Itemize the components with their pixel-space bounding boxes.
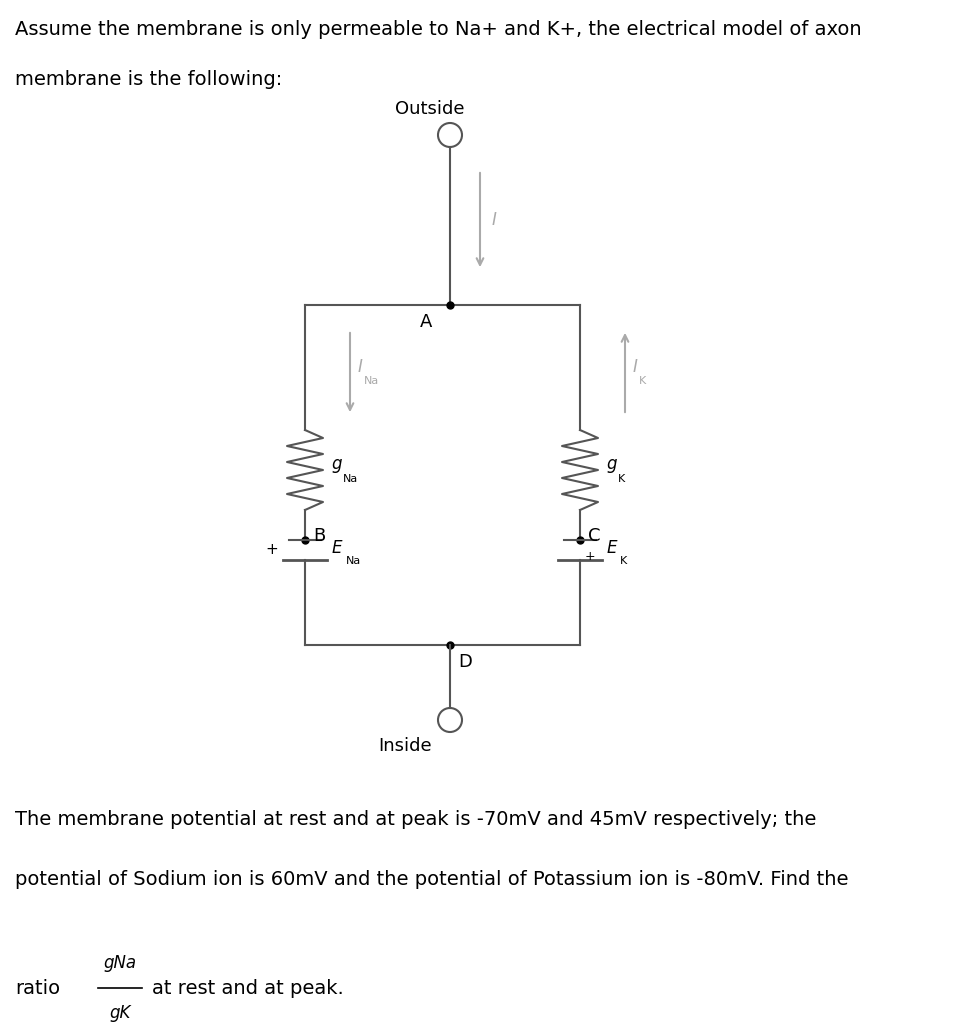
Text: Outside: Outside [395, 100, 465, 118]
Text: potential of Sodium ion is 60mV and the potential of Potassium ion is -80mV. Fin: potential of Sodium ion is 60mV and the … [15, 870, 849, 889]
Text: +: + [585, 550, 596, 563]
Text: A: A [420, 313, 432, 331]
Text: g: g [606, 455, 616, 473]
Text: Na: Na [343, 474, 359, 484]
Text: I: I [492, 211, 497, 229]
Text: Na: Na [364, 377, 379, 386]
Text: I: I [633, 358, 638, 377]
Text: E: E [607, 539, 617, 557]
Text: K: K [620, 556, 627, 566]
Text: The membrane potential at rest and at peak is -70mV and 45mV respectively; the: The membrane potential at rest and at pe… [15, 810, 816, 829]
Text: Na: Na [346, 556, 361, 566]
Text: membrane is the following:: membrane is the following: [15, 70, 282, 89]
Text: Inside: Inside [378, 737, 432, 755]
Text: E: E [332, 539, 342, 557]
Text: I: I [358, 358, 362, 377]
Text: gNa: gNa [104, 954, 137, 972]
Text: K: K [639, 377, 646, 386]
Text: Assume the membrane is only permeable to Na+ and K+, the electrical model of axo: Assume the membrane is only permeable to… [15, 20, 861, 39]
Text: ratio: ratio [15, 979, 60, 997]
Text: D: D [458, 653, 472, 671]
Text: K: K [618, 474, 625, 484]
Text: at rest and at peak.: at rest and at peak. [152, 979, 344, 997]
Text: g: g [331, 455, 341, 473]
Text: gK: gK [109, 1004, 131, 1022]
Text: C: C [588, 527, 601, 545]
Text: B: B [313, 527, 326, 545]
Text: +: + [266, 543, 278, 557]
